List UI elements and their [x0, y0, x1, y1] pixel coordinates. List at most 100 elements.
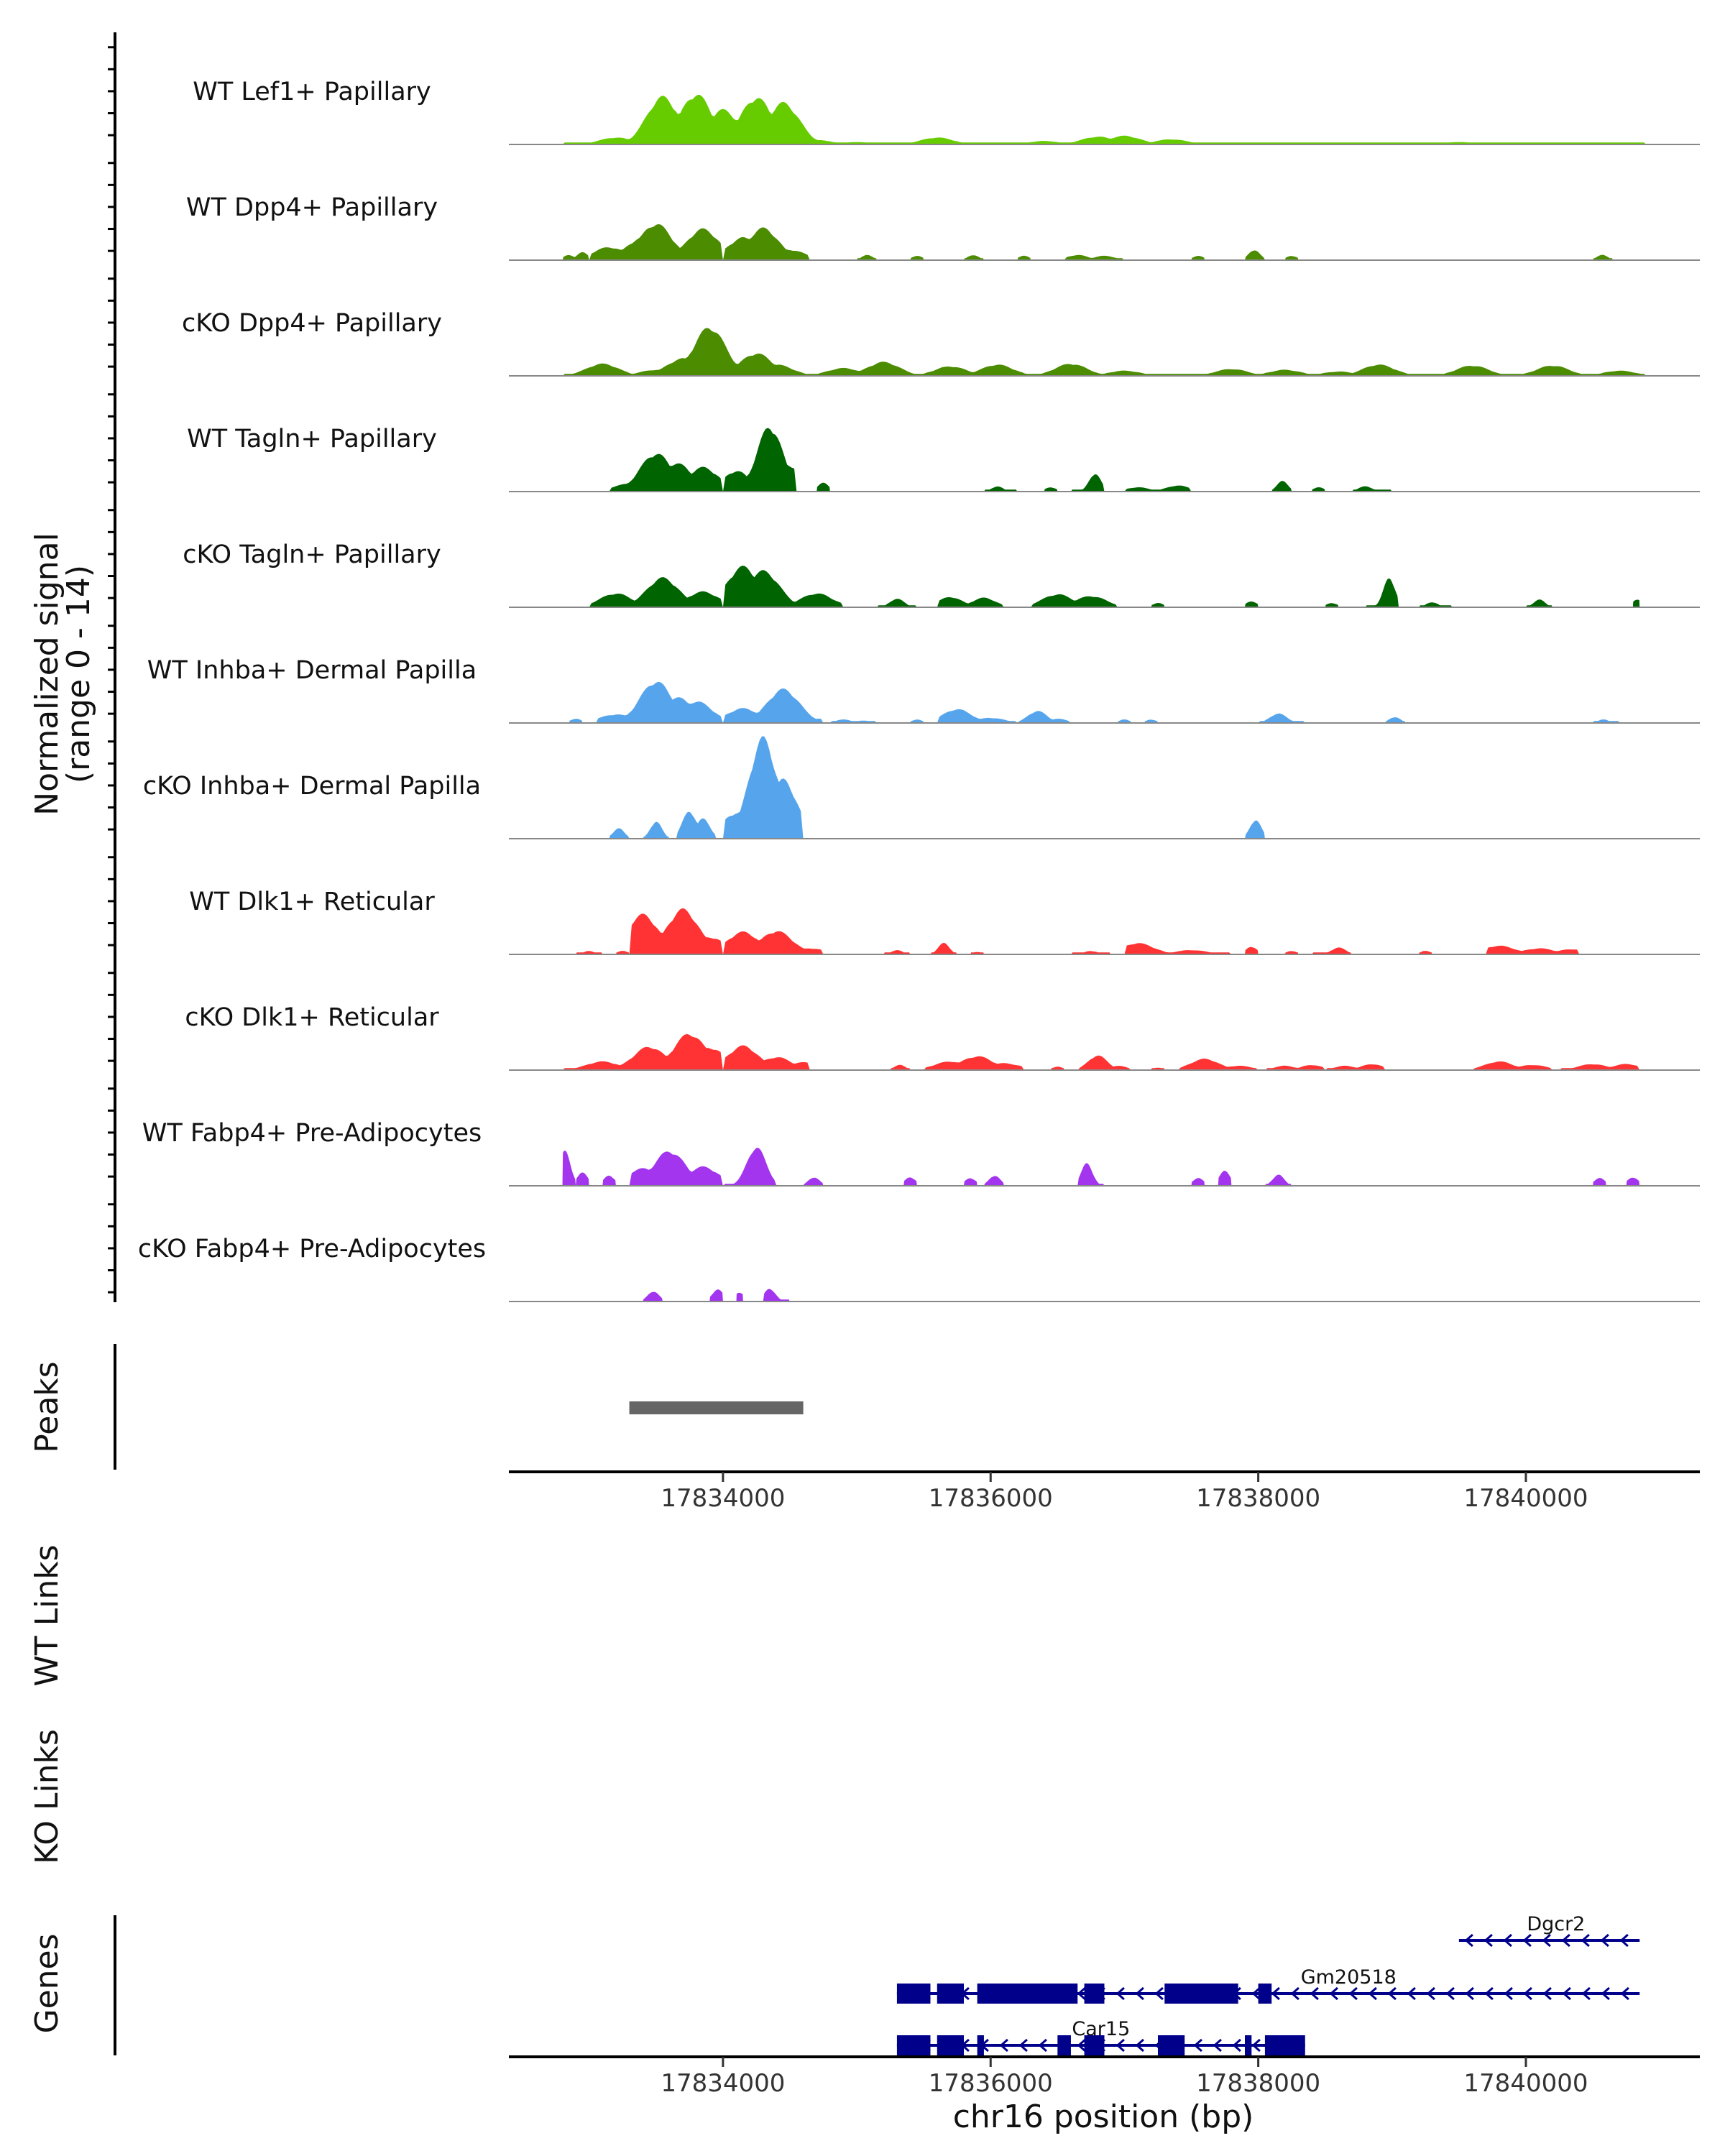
- strand-arrow: [1387, 1986, 1397, 2001]
- track-label: cKO Dlk1+ Reticular: [185, 1003, 439, 1032]
- track-label: cKO Dpp4+ Papillary: [182, 309, 442, 338]
- strand-arrow: [1619, 1933, 1629, 1948]
- exon-0: [896, 1984, 931, 2004]
- strand-arrow: [1542, 1933, 1551, 1948]
- coverage-area-3: [722, 736, 804, 839]
- exon-1: [937, 2035, 965, 2055]
- coverage-area-9: [1245, 946, 1259, 954]
- coverage-area-10: [1385, 717, 1406, 723]
- track-wt-lef1-papillary: WT Lef1+ Papillary: [108, 46, 1700, 145]
- strand-arrow: [1077, 2038, 1086, 2053]
- strand-arrow: [1484, 1933, 1493, 1948]
- coverage-area-9: [1325, 1064, 1386, 1070]
- coverage-area-11: [1593, 719, 1620, 723]
- gene-dgcr2: Dgcr2: [1458, 1913, 1640, 1948]
- coverage-area-11: [1593, 254, 1613, 260]
- strand-arrow: [1581, 1986, 1591, 2001]
- coverage-area-1: [589, 224, 723, 260]
- coverage-area-9: [1351, 486, 1392, 492]
- strand-arrow: [1581, 1933, 1590, 1948]
- coverage-area-7: [1118, 719, 1131, 723]
- strand-arrow: [1601, 1986, 1610, 2001]
- coverage-area-7: [964, 1178, 978, 1186]
- coverage-area-7: [1271, 481, 1292, 492]
- x-tick-label: 17836000: [929, 1484, 1053, 1513]
- strand-arrow: [1116, 2038, 1125, 2053]
- gene-label: Gm20518: [1301, 1966, 1397, 1989]
- coverage-area-0: [562, 252, 589, 260]
- coverage-area-0: [589, 577, 723, 607]
- coverage-area-7: [1071, 951, 1111, 954]
- coverage-y-axis-title: Normalized signal: [29, 533, 65, 816]
- x-tick-label: 17838000: [1196, 2069, 1320, 2098]
- peaks-x-axis: 17834000 17836000 17838000 17840000: [509, 1470, 1700, 1513]
- strand-arrow: [1213, 2038, 1222, 2053]
- strand-arrow: [1077, 1986, 1086, 2001]
- coverage-area-4: [1245, 820, 1265, 839]
- coverage-area-3: [763, 1289, 790, 1302]
- strand-arrow: [1465, 1986, 1474, 2001]
- coverage-area-2: [877, 599, 917, 607]
- coverage-area-0: [562, 1033, 723, 1070]
- coverage-area-6: [1124, 485, 1192, 492]
- x-tick-label: 17840000: [1463, 1484, 1588, 1513]
- x-tick-label: 17834000: [661, 2069, 785, 2098]
- track-label: WT Inhba+ Dermal Papilla: [147, 656, 477, 685]
- strand-arrow: [1329, 1986, 1338, 2001]
- exon-1: [937, 1984, 965, 2004]
- coverage-area-5: [803, 1177, 824, 1186]
- coverage-area-9: [1258, 713, 1305, 723]
- exon-6: [1244, 2035, 1252, 2055]
- strand-arrow: [1193, 2038, 1202, 2053]
- strand-arrow: [1407, 1986, 1416, 2001]
- coverage-area-2: [676, 811, 717, 839]
- track-label: cKO Fabp4+ Pre-Adipocytes: [138, 1235, 486, 1263]
- track-cko-inhba-dermal-papilla: cKO Inhba+ Dermal Papilla: [108, 736, 1700, 839]
- wt-links-track-label: WT Links: [29, 1544, 65, 1686]
- coverage-area-1: [722, 566, 844, 607]
- exon-4: [1084, 2035, 1105, 2055]
- coverage-area-5: [964, 255, 984, 260]
- coverage-area-10: [1191, 1178, 1205, 1186]
- strand-arrow: [1561, 1933, 1570, 1948]
- coverage-area-8: [1124, 943, 1232, 954]
- strand-arrow: [1504, 1986, 1513, 2001]
- coverage-area-0: [569, 719, 583, 723]
- coverage-area-5: [930, 943, 957, 954]
- track-label: cKO Inhba+ Dermal Papilla: [143, 772, 481, 801]
- coverage-area-3: [629, 1151, 723, 1186]
- coverage-area-13: [1593, 1178, 1606, 1186]
- track-label: WT Tagln+ Papillary: [187, 425, 437, 453]
- exon-3: [1084, 1984, 1105, 2004]
- coverage-area-0: [562, 1151, 576, 1186]
- strand-arrow: [1562, 1986, 1571, 2001]
- coverage-area-10: [1284, 951, 1299, 954]
- strand-arrow: [1271, 1986, 1280, 2001]
- coverage-area-4: [1044, 487, 1058, 492]
- gene-label: Dgcr2: [1527, 1913, 1585, 1935]
- x-tick-label: 17840000: [1463, 2069, 1588, 2098]
- coverage-area-14: [1626, 1177, 1640, 1186]
- x-tick-label: 17834000: [661, 1484, 785, 1513]
- strand-arrow: [1310, 1986, 1319, 2001]
- strand-arrow: [1135, 1986, 1144, 2001]
- coverage-y-range-label: (range 0 - 14): [60, 565, 97, 783]
- coverage-area-4: [910, 256, 924, 260]
- strand-arrow: [1523, 1986, 1532, 2001]
- track-wt-inhba-dermal-papilla: WT Inhba+ Dermal Papilla: [108, 625, 1700, 724]
- strand-arrow: [1038, 2038, 1047, 2053]
- gene-label: Car15: [1072, 2018, 1130, 2040]
- coverage-panel: WT Lef1+ Papillary WT Dpp4+ Papillary cKO …: [108, 32, 1700, 1302]
- coverage-area-1: [709, 1289, 723, 1302]
- track-wt-tagln-papillary: WT Tagln+ Papillary: [108, 393, 1700, 492]
- coverage-area-11: [1559, 1064, 1640, 1070]
- strand-arrow: [1426, 1986, 1435, 2001]
- coverage-area-4: [1051, 1067, 1064, 1070]
- coverage-area-0: [576, 951, 603, 954]
- coverage-area-11: [1312, 947, 1352, 954]
- strand-arrow: [1368, 1986, 1377, 2001]
- track-cko-tagln-papillary: cKO Tagln+ Papillary: [108, 509, 1700, 608]
- coverage-area-0: [643, 1291, 663, 1302]
- coverage-area-9: [1077, 1163, 1105, 1186]
- peaks-track-label: Peaks: [29, 1361, 65, 1452]
